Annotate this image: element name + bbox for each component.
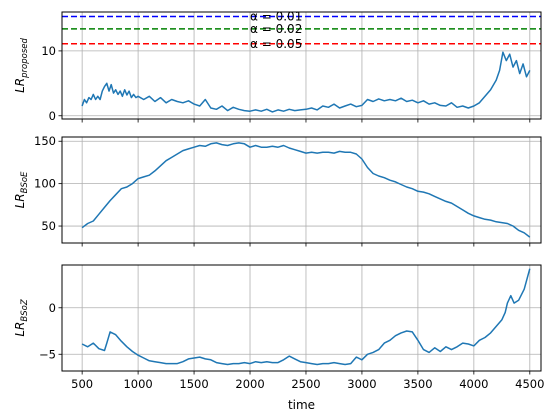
y-tick-label: 10 <box>41 44 56 58</box>
y-tick-label: 0 <box>49 109 56 123</box>
x-tick-label: 2000 <box>235 377 264 391</box>
y-tick-label: −5 <box>39 347 56 361</box>
x-tick-label: 4500 <box>515 377 544 391</box>
threshold-label: α = 0.01 <box>250 10 302 24</box>
x-tick-label: 4000 <box>459 377 488 391</box>
x-tick-label: 1500 <box>179 377 208 391</box>
significance-lines <box>62 15 541 45</box>
alpha-annotations: α = 0.01α = 0.02α = 0.05 <box>250 10 302 51</box>
y-ticks: −5 0 <box>39 301 62 361</box>
gridlines <box>62 137 541 243</box>
x-tick-label: 3000 <box>347 377 376 391</box>
y-ticks: 50 100 150 <box>34 134 62 233</box>
x-tick-label: 1000 <box>123 377 152 391</box>
y-axis-label: LRproposed <box>13 38 30 93</box>
x-tick-label: 3500 <box>403 377 432 391</box>
axes-frame <box>61 264 542 372</box>
series-line <box>81 268 531 366</box>
x-tick-label: 500 <box>71 377 93 391</box>
y-tick-label: 50 <box>41 219 56 233</box>
series-line <box>81 142 531 238</box>
y-ticks: 0 10 <box>41 44 62 123</box>
y-tick-label: 150 <box>34 134 56 148</box>
y-tick-label: 0 <box>49 301 56 315</box>
axes-frame <box>61 136 542 244</box>
series-line <box>81 51 531 113</box>
gridlines <box>62 265 541 371</box>
series-lines <box>81 268 531 366</box>
y-axis-label: LRBSoZ <box>13 299 30 336</box>
series-lines <box>81 142 531 238</box>
x-ticks: 500 1000 1500 2000 2500 3000 3500 4000 4500 <box>71 371 544 391</box>
subplot-proposed: 0 10 α = 0.01α = 0.02α = 0.05 LRproposed <box>13 10 542 123</box>
threshold-label: α = 0.02 <box>250 22 302 36</box>
y-tick-label: 100 <box>34 177 56 191</box>
series-lines <box>81 51 531 113</box>
x-ticks <box>81 119 531 123</box>
x-axis-label: time <box>288 398 315 412</box>
threshold-label: α = 0.05 <box>250 37 302 51</box>
gridlines <box>62 12 541 119</box>
subplot-bsoz: −50 500 1000 1500 2000 2500 3000 3500 4000 4500 … <box>13 264 544 412</box>
subplot-bsoe: 50 100 150 LRBSoE <box>13 134 542 247</box>
axes-frame <box>61 11 542 120</box>
x-ticks <box>81 243 531 247</box>
y-axis-label: LRBSoE <box>13 171 30 208</box>
x-tick-label: 2500 <box>291 377 320 391</box>
